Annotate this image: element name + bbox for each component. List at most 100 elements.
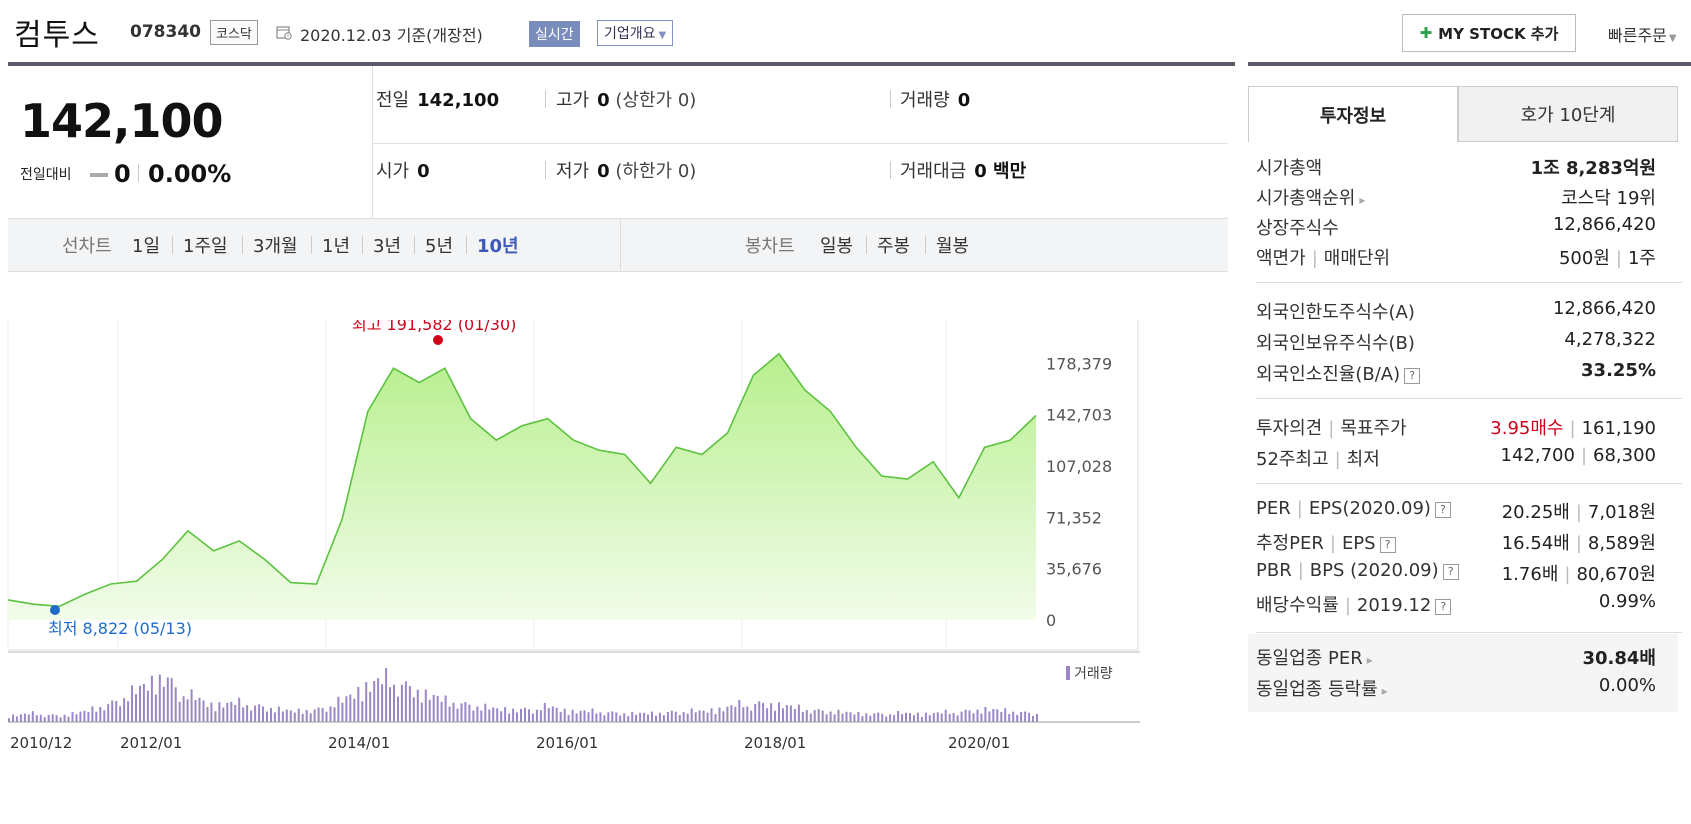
info-value: 1조 8,283억원	[1531, 154, 1656, 180]
divider	[311, 236, 312, 254]
add-my-stock-button[interactable]: ✚ MY STOCK 추가	[1402, 14, 1576, 52]
volume-bar	[476, 706, 479, 722]
volume-bar	[793, 708, 796, 722]
volume-bar	[162, 686, 165, 722]
volume-bar	[1020, 712, 1023, 722]
volume-bar	[19, 714, 22, 722]
volume-bar	[869, 715, 872, 722]
help-icon[interactable]: ?	[1434, 502, 1451, 518]
period-1d[interactable]: 1일	[132, 236, 161, 257]
info-row[interactable]: 시가총액순위 ▸ 코스닥 19위	[1256, 184, 1656, 216]
stat-label: 저가	[556, 161, 590, 182]
period-3m[interactable]: 3개월	[253, 236, 298, 257]
volume-bar	[285, 709, 288, 722]
volume-bar	[71, 712, 74, 722]
volume-bar	[960, 711, 963, 722]
volume-bar	[222, 707, 225, 722]
volume-legend: 거래량	[1074, 666, 1113, 682]
candle-weekly[interactable]: 주봉	[877, 236, 911, 257]
volume-bar	[766, 708, 769, 722]
volume-bar	[750, 710, 753, 722]
period-5y[interactable]: 5년	[425, 236, 454, 257]
volume-bar	[43, 717, 46, 722]
volume-bar	[647, 714, 649, 722]
x-axis: 2010/12 2012/01 2014/01 2016/01 2018/01 2020/…	[10, 734, 1010, 752]
volume-bar	[75, 714, 78, 722]
info-key-text: 추정PER	[1256, 533, 1324, 554]
info-key-text: 액면가	[1256, 248, 1306, 269]
period-1w[interactable]: 1주일	[183, 236, 228, 257]
volume-bar	[730, 705, 733, 722]
info-row[interactable]: 동일업종 PER ▸ 30.84배	[1256, 644, 1656, 676]
volume-bar	[277, 706, 280, 722]
volume-bar	[408, 686, 411, 722]
volume-bar	[369, 691, 372, 722]
volume-bar	[1036, 713, 1038, 722]
candle-chart-label: 봉차트	[745, 236, 795, 257]
info-row[interactable]: 동일업종 등락률 ▸ 0.00%	[1256, 675, 1656, 707]
divider	[925, 236, 926, 254]
volume-bar	[51, 714, 54, 722]
volume-bar	[674, 711, 677, 722]
volume-bar	[182, 696, 185, 722]
volume-bar	[1012, 711, 1015, 722]
volume-bar	[345, 696, 348, 722]
help-icon[interactable]: ?	[1435, 599, 1452, 615]
volume-bar	[690, 708, 693, 722]
volume-bar	[972, 713, 975, 722]
volume-bar	[262, 706, 264, 722]
price-chart[interactable]: 214,055 178,379 142,703 107,028 71,352 35,676…	[0, 320, 1228, 820]
volume-bar	[599, 712, 602, 722]
divider	[890, 161, 891, 179]
volume-bar	[115, 700, 118, 722]
divider	[242, 236, 243, 254]
help-icon[interactable]: ?	[1379, 537, 1396, 553]
y-tick-label: 178,379	[1046, 354, 1112, 373]
help-icon[interactable]: ?	[1404, 368, 1421, 384]
volume-bar	[436, 695, 439, 722]
volume-bar	[15, 716, 18, 722]
volume-bar	[166, 677, 169, 722]
volume-bar	[39, 714, 42, 722]
volume-bar	[567, 714, 570, 722]
volume-bar	[325, 711, 328, 722]
volume-bar	[420, 702, 423, 722]
volume-bar	[305, 710, 308, 722]
volume-bar	[722, 711, 725, 722]
company-profile-dropdown[interactable]: 기업개요 ▼	[597, 20, 674, 46]
volume-bar	[31, 711, 34, 722]
candle-daily[interactable]: 일봉	[820, 236, 854, 257]
stat-amount: 거래대금 0 백만	[900, 157, 1026, 183]
realtime-button[interactable]: 실시간	[529, 21, 580, 47]
volume-bar	[706, 712, 709, 722]
divider: |	[1328, 418, 1335, 439]
period-10y[interactable]: 10년	[477, 236, 519, 257]
period-1y[interactable]: 1년	[322, 236, 351, 257]
volume-bar	[301, 713, 304, 722]
help-icon[interactable]: ?	[1442, 564, 1459, 580]
volume-bar	[131, 685, 133, 722]
divider: |	[1564, 564, 1571, 585]
info-value: 142,700 | 68,300	[1501, 445, 1657, 466]
info-key-text: 매매단위	[1323, 248, 1391, 269]
candle-monthly[interactable]: 월봉	[936, 236, 970, 257]
tab-order-book[interactable]: 호가 10단계	[1458, 86, 1678, 142]
quick-order-dropdown[interactable]: 빠른주문 ▼	[1608, 22, 1677, 46]
volume-legend-icon	[1066, 666, 1070, 680]
volume-bar	[111, 700, 114, 722]
volume-bar	[873, 713, 876, 722]
divider	[1256, 282, 1682, 283]
volume-bar	[897, 711, 900, 722]
volume-bar	[266, 711, 268, 722]
volume-bar	[758, 701, 761, 722]
stat-high: 고가 0 (상한가 0)	[556, 86, 696, 112]
volume-bar	[718, 707, 721, 722]
volume-bar	[956, 715, 959, 722]
quick-order-label: 빠른주문	[1608, 26, 1667, 45]
volume-bar	[845, 711, 848, 722]
volume-bar	[543, 702, 546, 722]
info-key-text: 2019.12	[1356, 595, 1432, 616]
tab-invest-info[interactable]: 투자정보	[1248, 86, 1458, 142]
period-3y[interactable]: 3년	[373, 236, 402, 257]
volume-bar	[1004, 708, 1007, 722]
